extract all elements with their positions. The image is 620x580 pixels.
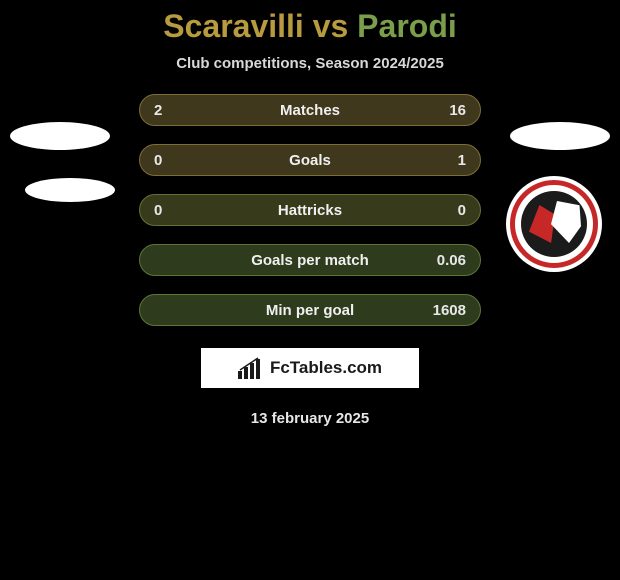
player2-name: Parodi [357,8,457,44]
team-crest-inner [521,191,587,257]
stat-left-value: 2 [154,102,200,119]
stat-row: 2Matches16 [139,94,481,126]
brand-text: FcTables.com [270,358,382,378]
stat-row: Min per goal1608 [139,294,481,326]
stat-label: Hattricks [200,202,420,219]
decor-ellipse-right-1 [510,122,610,150]
brand-box: FcTables.com [201,348,419,388]
stats-list: 2Matches160Goals10Hattricks0Goals per ma… [139,94,481,326]
stat-label: Matches [200,102,420,119]
stat-label: Goals per match [200,252,420,269]
stat-label: Min per goal [200,302,420,319]
infographic-root: Scaravilli vs Parodi Club competitions, … [0,0,620,580]
decor-ellipse-left-1 [10,122,110,150]
stat-right-value: 0 [420,202,466,219]
player1-name: Scaravilli [163,8,304,44]
stat-left-value: 0 [154,202,200,219]
stat-row: 0Goals1 [139,144,481,176]
stat-label: Goals [200,152,420,169]
date-label: 13 february 2025 [0,410,620,427]
stat-right-value: 16 [420,102,466,119]
team-crest [506,176,602,272]
stat-right-value: 1608 [420,302,466,319]
stat-row: 0Hattricks0 [139,194,481,226]
subtitle: Club competitions, Season 2024/2025 [0,55,620,72]
stat-right-value: 0.06 [420,252,466,269]
vs-label: vs [313,8,349,44]
team-crest-ring [510,180,598,268]
bars-icon [238,357,264,379]
title: Scaravilli vs Parodi [0,8,620,45]
stat-right-value: 1 [420,152,466,169]
stat-left-value: 0 [154,152,200,169]
decor-ellipse-left-2 [25,178,115,202]
stat-row: Goals per match0.06 [139,244,481,276]
